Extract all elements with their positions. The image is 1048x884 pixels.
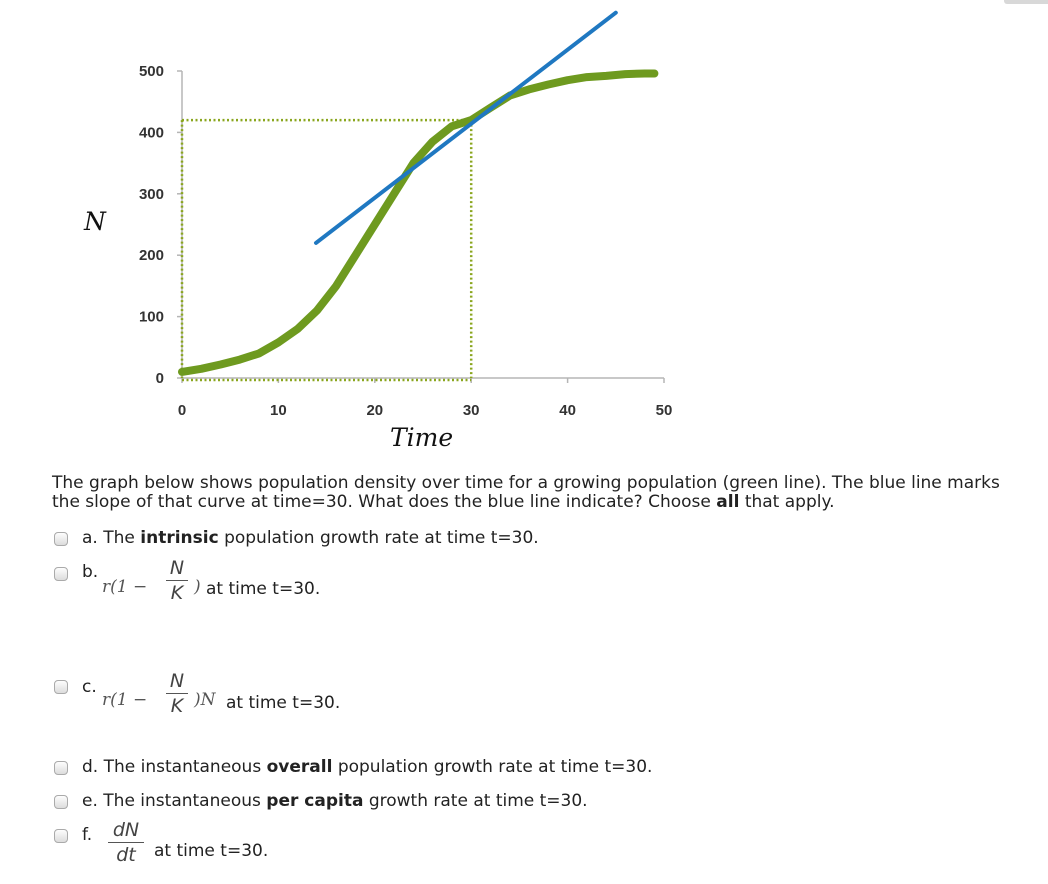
option-f-fraction: dN dt	[108, 820, 144, 865]
fraction-denominator: K	[170, 582, 184, 604]
population-chart: 0 100 200 300 400 500 0 10 20 30 40 50 N Time	[83, 10, 672, 452]
y-axis-title: N	[83, 207, 107, 236]
y-tick-label: 200	[139, 247, 164, 264]
question-text: The graph below shows population density…	[52, 474, 1002, 512]
y-tick-label: 500	[139, 63, 164, 80]
checkbox-c[interactable]	[54, 680, 68, 694]
option-d-label[interactable]: d. The instantaneous overall population …	[82, 757, 652, 777]
option-text: population growth rate at time t=30.	[218, 528, 539, 548]
y-tick-label: 0	[156, 370, 164, 387]
fraction-bar	[166, 580, 188, 581]
checkbox-a[interactable]	[54, 532, 68, 546]
fraction-denominator: dt	[116, 844, 136, 866]
fraction-numerator: N	[169, 557, 185, 579]
option-letter: a.	[82, 528, 98, 548]
option-b-letter: b.	[82, 562, 99, 582]
checkbox-e[interactable]	[54, 795, 68, 809]
option-text: The instantaneous	[103, 791, 267, 811]
option-b-math-suffix: )	[194, 577, 201, 597]
fraction-denominator: K	[170, 695, 184, 717]
option-bold: per capita	[266, 791, 364, 811]
question-bold: all	[716, 492, 740, 512]
y-tick-label: 400	[139, 124, 164, 141]
x-tick-label: 0	[178, 402, 186, 419]
fraction-numerator: N	[169, 670, 185, 692]
x-tick-label: 10	[270, 402, 287, 419]
option-e-label[interactable]: e. The instantaneous per capita growth r…	[82, 791, 588, 811]
option-text: growth rate at time t=30.	[363, 791, 588, 811]
x-tick-label: 30	[463, 402, 480, 419]
option-c-letter: c.	[82, 677, 97, 697]
option-c-math-suffix: )N	[194, 690, 216, 710]
fraction-bar	[108, 842, 144, 843]
y-tick-label: 300	[139, 186, 164, 203]
chart-axes: 0 100 200 300 400 500 0 10 20 30 40 50	[139, 63, 672, 419]
checkbox-f[interactable]	[54, 829, 68, 843]
option-text: The	[103, 528, 141, 548]
option-b-fraction: N K	[166, 558, 188, 603]
y-tick-label: 100	[139, 309, 164, 326]
population-curve	[178, 69, 659, 376]
option-b-math-prefix: r(1 −	[102, 577, 148, 597]
option-c-text: at time t=30.	[226, 693, 341, 713]
tangent-line	[314, 10, 618, 245]
question-part-2: that apply.	[739, 492, 835, 512]
fraction-bar	[166, 693, 188, 694]
top-right-edge	[1004, 0, 1048, 4]
chart-series	[178, 10, 659, 376]
option-text: The instantaneous	[103, 757, 267, 777]
option-letter: e.	[82, 791, 98, 811]
x-tick-label: 40	[559, 402, 576, 419]
option-b-text: at time t=30.	[206, 579, 321, 599]
option-f-letter: f.	[82, 825, 93, 845]
option-bold: overall	[266, 757, 333, 777]
option-bold: intrinsic	[140, 528, 219, 548]
fraction-numerator: dN	[112, 819, 140, 841]
option-text: population growth rate at time t=30.	[332, 757, 653, 777]
x-tick-label: 50	[656, 402, 673, 419]
option-f-text: at time t=30.	[154, 841, 269, 861]
checkbox-b[interactable]	[54, 567, 68, 581]
option-a-label[interactable]: a. The intrinsic population growth rate …	[82, 528, 539, 548]
option-c-fraction: N K	[166, 671, 188, 716]
dotted-guides	[180, 118, 473, 382]
x-tick-label: 20	[366, 402, 383, 419]
x-axis-title: Time	[390, 423, 453, 452]
question-part-1: The graph below shows population density…	[52, 473, 1000, 512]
option-c-math-prefix: r(1 −	[102, 690, 148, 710]
checkbox-d[interactable]	[54, 761, 68, 775]
option-letter: d.	[82, 757, 99, 777]
